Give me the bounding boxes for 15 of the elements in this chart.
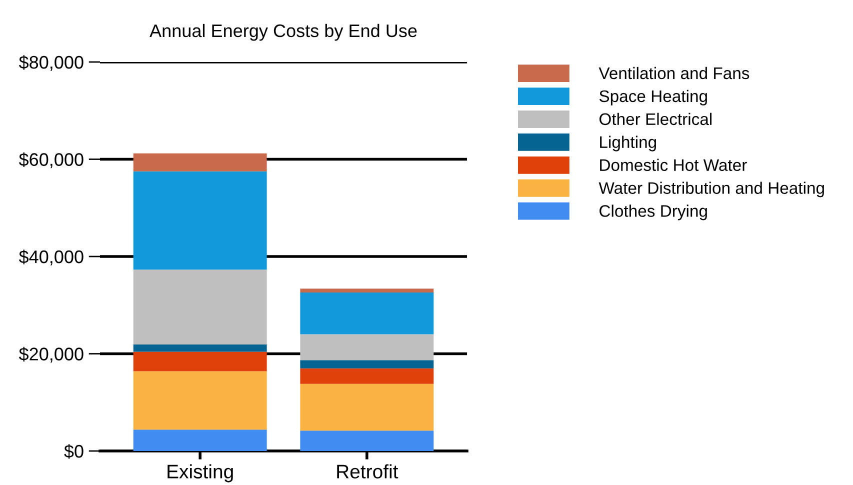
legend-label: Water Distribution and Heating <box>598 182 824 198</box>
y-tick-label: $20,000 <box>18 346 84 363</box>
legend-label: Ventilation and Fans <box>598 66 750 80</box>
x-tick-label: Retrofit <box>337 464 398 478</box>
y-tick-label: $40,000 <box>18 250 84 266</box>
y-tick-label: $0 <box>64 444 84 459</box>
legend-label: Space Heating <box>599 90 707 106</box>
legend-label: Other Electrical <box>599 112 712 126</box>
chart-title: Annual Energy Costs by End Use <box>150 24 417 41</box>
x-tick-label: Existing <box>168 464 233 482</box>
legend-label: Domestic Hot Water <box>600 158 747 171</box>
legend-label: Lighting <box>600 136 656 152</box>
y-tick-label: $60,000 <box>18 152 84 168</box>
y-tick-label: $80,000 <box>18 55 84 71</box>
legend-label: Clothes Drying <box>600 204 707 220</box>
